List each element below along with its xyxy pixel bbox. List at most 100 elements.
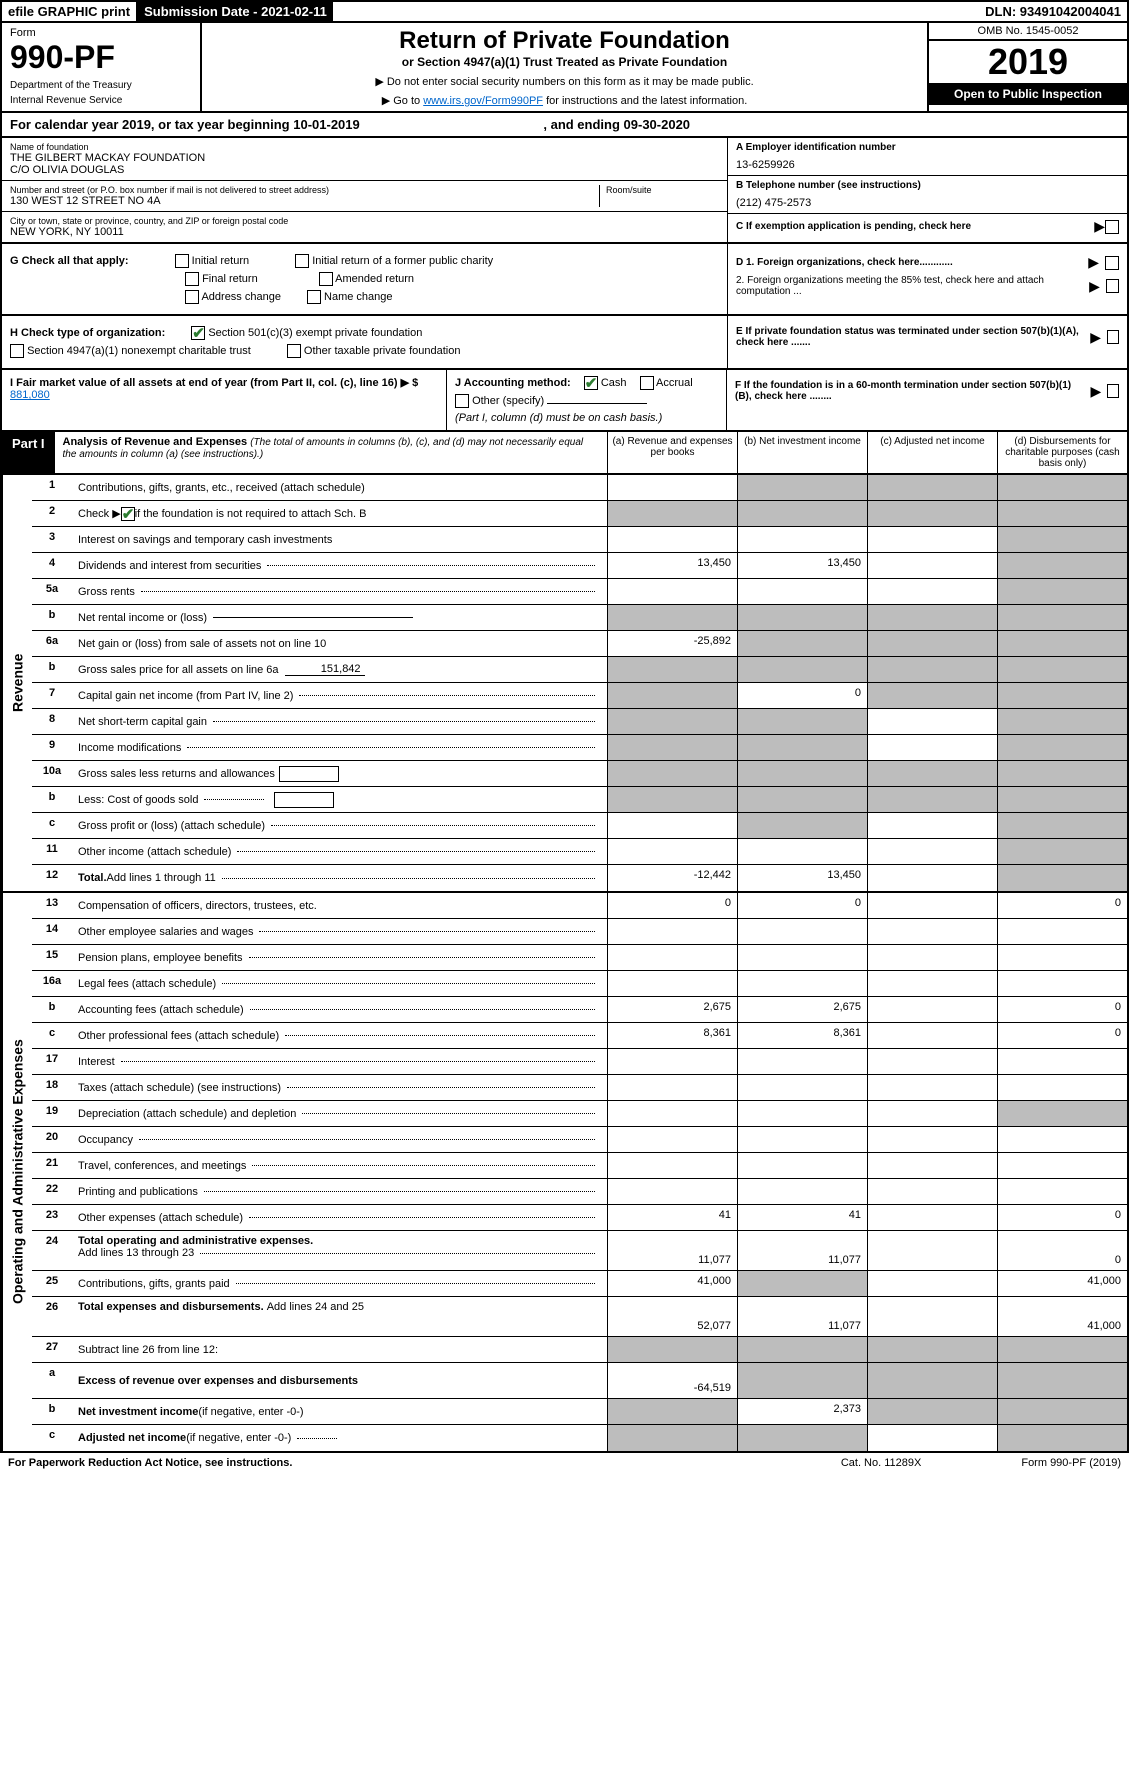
row-27c: Adjusted net income (if negative, enter … — [72, 1425, 607, 1451]
row-6a: Net gain or (loss) from sale of assets n… — [72, 631, 607, 656]
g5-checkbox[interactable] — [185, 290, 199, 304]
d2-checkbox[interactable] — [1106, 279, 1119, 293]
d1-label: D 1. Foreign organizations, check here..… — [736, 257, 953, 268]
j-note: (Part I, column (d) must be on cash basi… — [455, 412, 718, 424]
efile-label: efile GRAPHIC print — [2, 2, 138, 21]
dept-irs: Internal Revenue Service — [10, 95, 192, 106]
h2-checkbox[interactable] — [10, 344, 24, 358]
row-5b: Net rental income or (loss) — [72, 605, 607, 630]
h3-checkbox[interactable] — [287, 344, 301, 358]
form-header: Form 990-PF Department of the Treasury I… — [0, 23, 1129, 113]
footer-mid: Cat. No. 11289X — [841, 1457, 922, 1469]
row-22: Printing and publications — [72, 1179, 607, 1204]
g3-checkbox[interactable] — [185, 272, 199, 286]
j-cash-checkbox[interactable] — [584, 376, 598, 390]
phone: (212) 475-2573 — [736, 197, 1119, 209]
row-10c: Gross profit or (loss) (attach schedule) — [72, 813, 607, 838]
top-bar: efile GRAPHIC print Submission Date - 20… — [0, 0, 1129, 23]
c-label: C If exemption application is pending, c… — [736, 221, 971, 232]
i-value: 881,080 — [10, 389, 50, 401]
form-title: Return of Private Foundation — [206, 27, 923, 55]
row-27b: Net investment income (if negative, ente… — [72, 1399, 607, 1424]
expenses-side-label: Operating and Administrative Expenses — [2, 893, 32, 1451]
city: NEW YORK, NY 10011 — [10, 226, 719, 238]
irs-link[interactable]: www.irs.gov/Form990PF — [423, 95, 543, 107]
row-8: Net short-term capital gain — [72, 709, 607, 734]
row-25: Contributions, gifts, grants paid — [72, 1271, 607, 1296]
check-section-h: H Check type of organization: Section 50… — [0, 316, 1129, 370]
room-label: Room/suite — [606, 185, 719, 195]
page-footer: For Paperwork Reduction Act Notice, see … — [0, 1453, 1129, 1473]
ij-row: I Fair market value of all assets at end… — [0, 370, 1129, 432]
g2-checkbox[interactable] — [295, 254, 309, 268]
row-9: Income modifications — [72, 735, 607, 760]
row-4: Dividends and interest from securities — [72, 553, 607, 578]
e-label: E If private foundation status was termi… — [736, 326, 1084, 348]
form-number: 990-PF — [10, 39, 192, 76]
tax-year: 2019 — [929, 41, 1127, 83]
row-2: Check ▶ if the foundation is not require… — [72, 501, 607, 526]
col-c-header: (c) Adjusted net income — [867, 432, 997, 473]
g-label: G Check all that apply: — [10, 255, 129, 267]
row-13: Compensation of officers, directors, tru… — [72, 893, 607, 918]
row-17: Interest — [72, 1049, 607, 1074]
d2-label: 2. Foreign organizations meeting the 85%… — [736, 275, 1083, 297]
d1-checkbox[interactable] — [1105, 256, 1119, 270]
omb-number: OMB No. 1545-0052 — [929, 23, 1127, 41]
j-other-checkbox[interactable] — [455, 394, 469, 408]
dln: DLN: 93491042004041 — [979, 2, 1127, 21]
form-label: Form — [10, 27, 192, 39]
ein: 13-6259926 — [736, 159, 1119, 171]
row-21: Travel, conferences, and meetings — [72, 1153, 607, 1178]
col-b-header: (b) Net investment income — [737, 432, 867, 473]
g6-checkbox[interactable] — [307, 290, 321, 304]
r2-checkbox[interactable] — [121, 507, 135, 521]
foundation-info: Name of foundation THE GILBERT MACKAY FO… — [0, 138, 1129, 244]
row-23: Other expenses (attach schedule) — [72, 1205, 607, 1230]
addr-label: Number and street (or P.O. box number if… — [10, 185, 599, 195]
address: 130 WEST 12 STREET NO 4A — [10, 195, 599, 207]
row-3: Interest on savings and temporary cash i… — [72, 527, 607, 552]
j-label: J Accounting method: — [455, 377, 571, 389]
expenses-table: Operating and Administrative Expenses 13… — [0, 893, 1129, 1453]
row-6b: Gross sales price for all assets on line… — [72, 657, 607, 682]
col-d-header: (d) Disbursements for charitable purpose… — [997, 432, 1127, 473]
part1-title: Analysis of Revenue and Expenses — [63, 436, 248, 448]
row-12: Total. Add lines 1 through 11 — [72, 865, 607, 891]
phone-label: B Telephone number (see instructions) — [736, 180, 1119, 191]
row-24: Total operating and administrative expen… — [72, 1231, 607, 1270]
g1-checkbox[interactable] — [175, 254, 189, 268]
instr-1: ▶ Do not enter social security numbers o… — [206, 75, 923, 88]
name-label: Name of foundation — [10, 142, 719, 152]
row-10b: Less: Cost of goods sold — [72, 787, 607, 812]
part1-label: Part I — [2, 432, 55, 473]
row-16c: Other professional fees (attach schedule… — [72, 1023, 607, 1048]
row-27: Subtract line 26 from line 12: — [72, 1337, 607, 1362]
row-14: Other employee salaries and wages — [72, 919, 607, 944]
check-section-g: G Check all that apply: Initial return I… — [0, 244, 1129, 316]
h1-checkbox[interactable] — [191, 326, 205, 340]
c-checkbox[interactable] — [1105, 220, 1119, 234]
g4-checkbox[interactable] — [319, 272, 333, 286]
footer-right: Form 990-PF (2019) — [1021, 1457, 1121, 1469]
form-subtitle: or Section 4947(a)(1) Trust Treated as P… — [206, 55, 923, 69]
footer-left: For Paperwork Reduction Act Notice, see … — [8, 1457, 292, 1469]
instr-2: ▶ Go to www.irs.gov/Form990PF for instru… — [206, 94, 923, 107]
row-19: Depreciation (attach schedule) and deple… — [72, 1101, 607, 1126]
submission-date: Submission Date - 2021-02-11 — [138, 2, 333, 21]
foundation-name-1: THE GILBERT MACKAY FOUNDATION — [10, 152, 719, 164]
foundation-name-2: C/O OLIVIA DOUGLAS — [10, 164, 719, 176]
row-15: Pension plans, employee benefits — [72, 945, 607, 970]
row-18: Taxes (attach schedule) (see instruction… — [72, 1075, 607, 1100]
row-11: Other income (attach schedule) — [72, 839, 607, 864]
revenue-side-label: Revenue — [2, 475, 32, 891]
part1-header-row: Part I Analysis of Revenue and Expenses … — [0, 432, 1129, 475]
row-26: Total expenses and disbursements. Add li… — [72, 1297, 607, 1336]
row-10a: Gross sales less returns and allowances — [72, 761, 607, 786]
f-label: F If the foundation is in a 60-month ter… — [735, 380, 1085, 402]
e-checkbox[interactable] — [1107, 330, 1119, 344]
city-label: City or town, state or province, country… — [10, 216, 719, 226]
j-accrual-checkbox[interactable] — [640, 376, 654, 390]
f-checkbox[interactable] — [1107, 384, 1119, 398]
row-27a: Excess of revenue over expenses and disb… — [72, 1363, 607, 1398]
